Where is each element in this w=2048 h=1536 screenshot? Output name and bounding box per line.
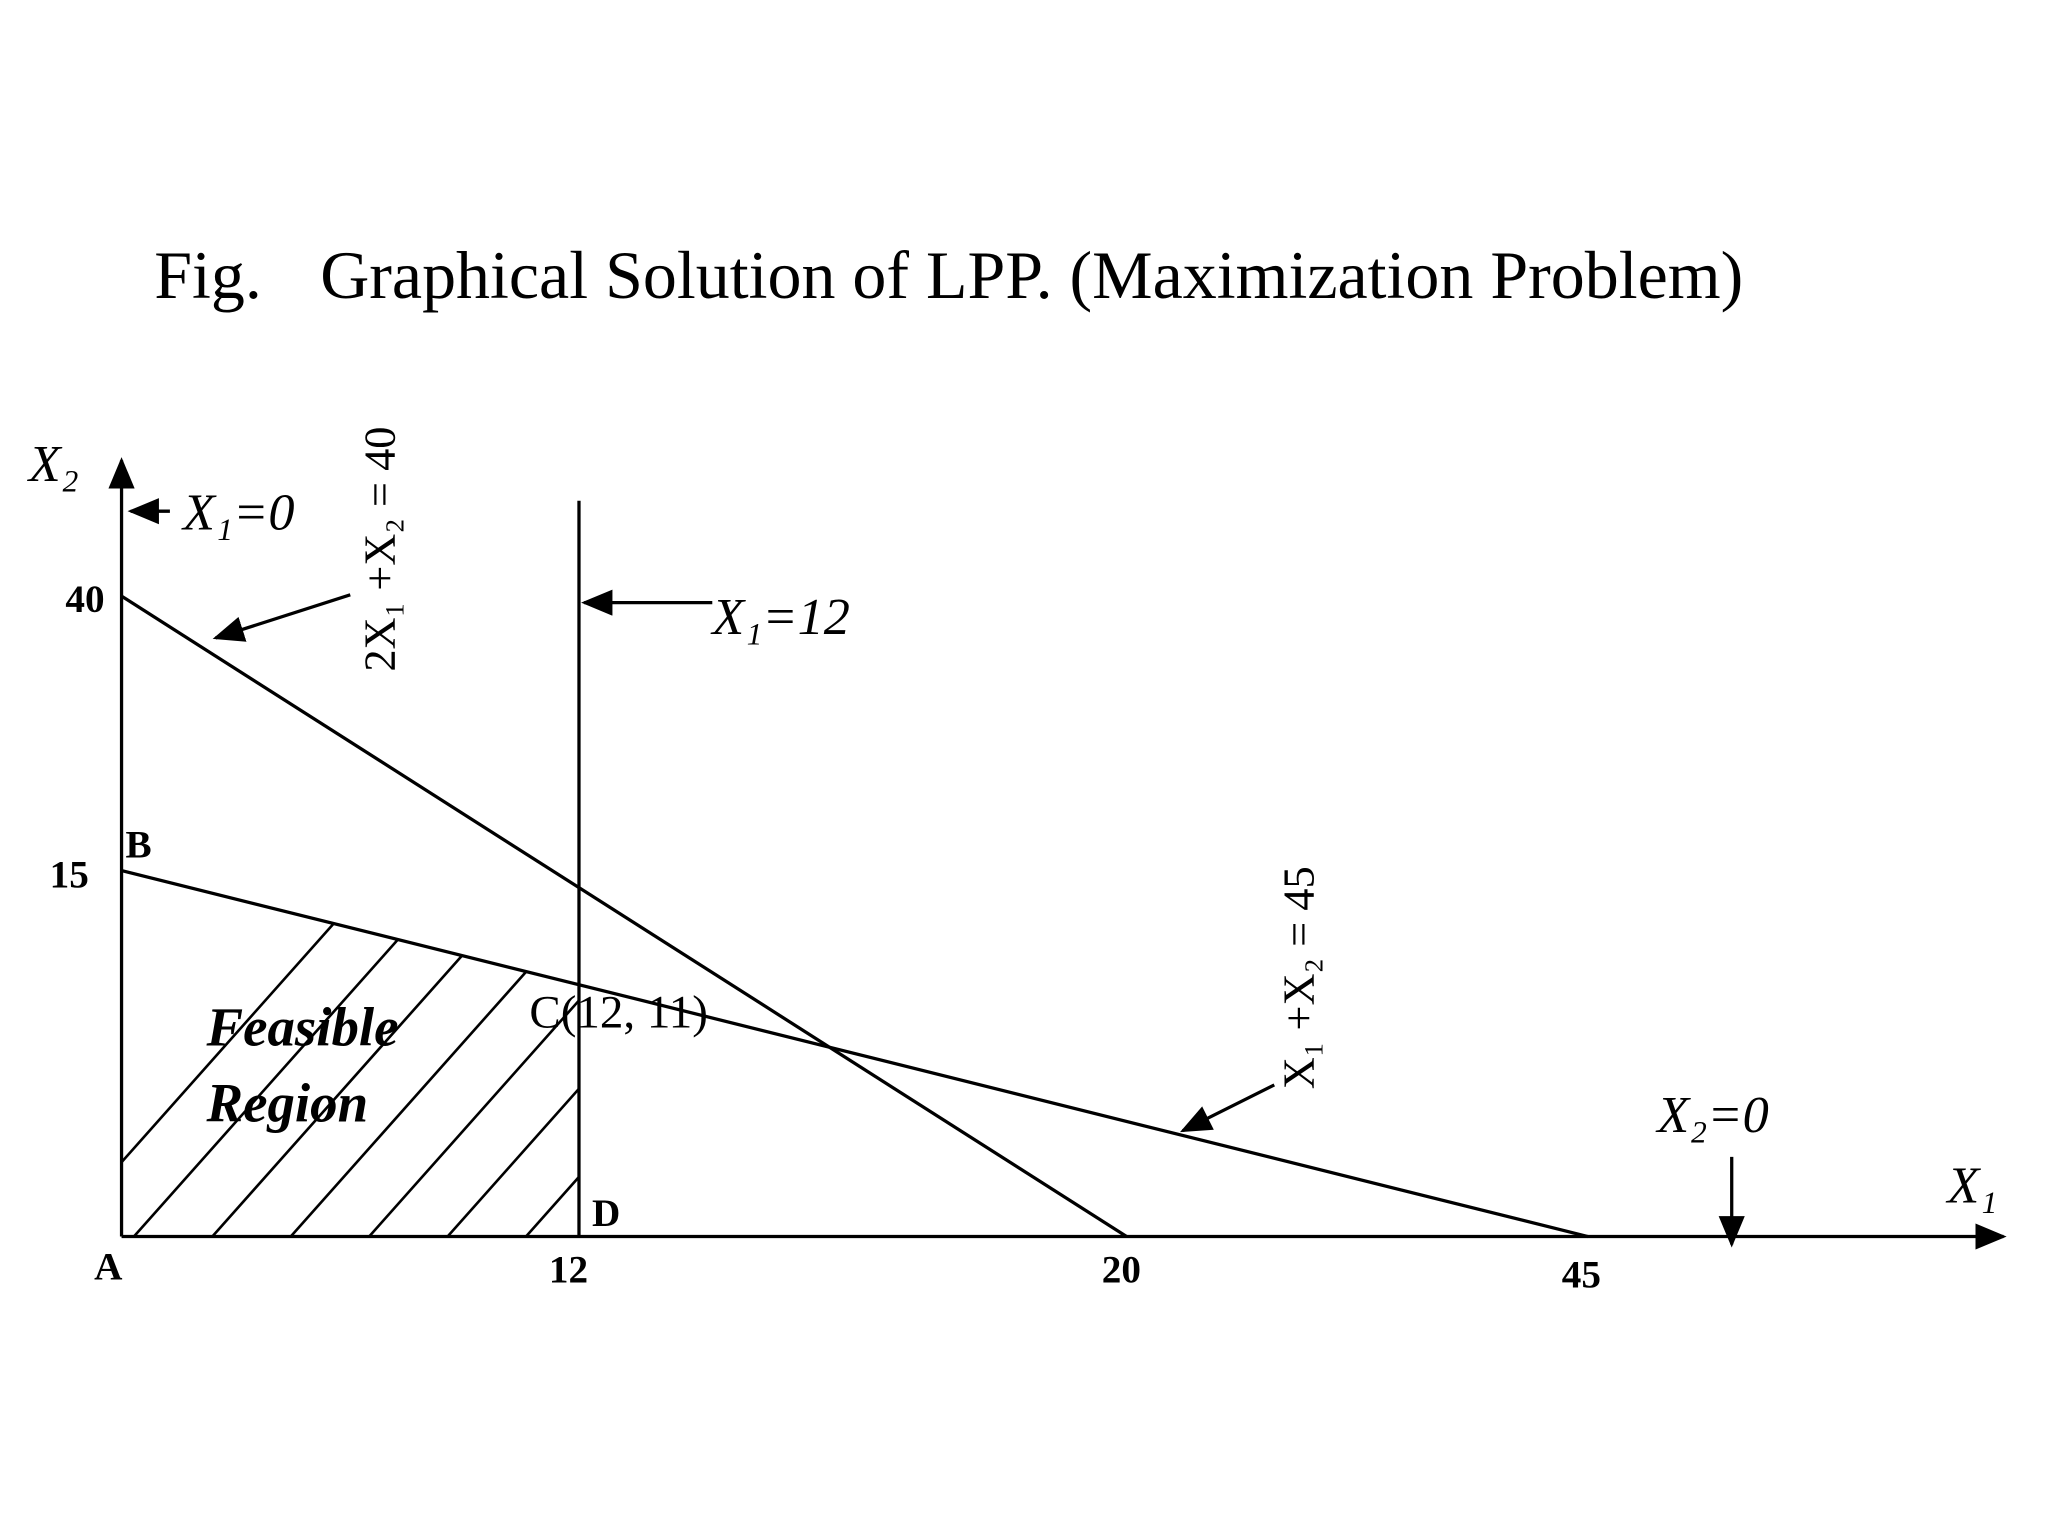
x-tick-label: 12 [549,1248,588,1291]
x-tick-label: 20 [1102,1248,1141,1291]
x-axis-label: X₁ [1945,1157,1997,1215]
point-label: C(12, 11) [529,986,708,1038]
line-label: X₂=0 [1655,1086,1769,1144]
line-label: X₁=0 [181,483,294,541]
line-label: X₁ +X₂ = 45 [1273,866,1323,1089]
hatching [121,784,1320,1255]
hatch-line [195,870,579,1237]
arrow [1179,1083,1276,1133]
region-label: Region [205,1073,368,1134]
y-tick-label: 15 [50,854,89,897]
hatch-line [430,870,579,1237]
line-label: 2X₁ +X₂ = 40 [355,426,405,671]
hatch-line [667,784,1085,1255]
hatch-line [902,784,1320,1255]
fig-label: Fig. [154,237,262,313]
region-label: Feasible [205,997,398,1058]
hatch-line [121,870,537,1237]
hatch-line [823,784,1241,1255]
hatch-line [745,784,1163,1255]
hatch-line [273,870,579,1237]
hatch-line [121,870,459,1237]
x-tick-label: 45 [1562,1254,1601,1297]
y-tick-label: 40 [65,578,104,621]
constraint-line [121,869,1589,1239]
arrow [212,593,351,642]
hatch-line [351,870,579,1237]
title: Graphical Solution of LPP. (Maximization… [320,237,1743,313]
y-axis-label: X₂ [27,435,79,493]
point-label: D [592,1192,620,1235]
point-label: A [94,1246,123,1289]
constraint-line [120,594,1128,1238]
point-label: B [125,824,151,867]
line-label: X₁=12 [710,588,850,646]
